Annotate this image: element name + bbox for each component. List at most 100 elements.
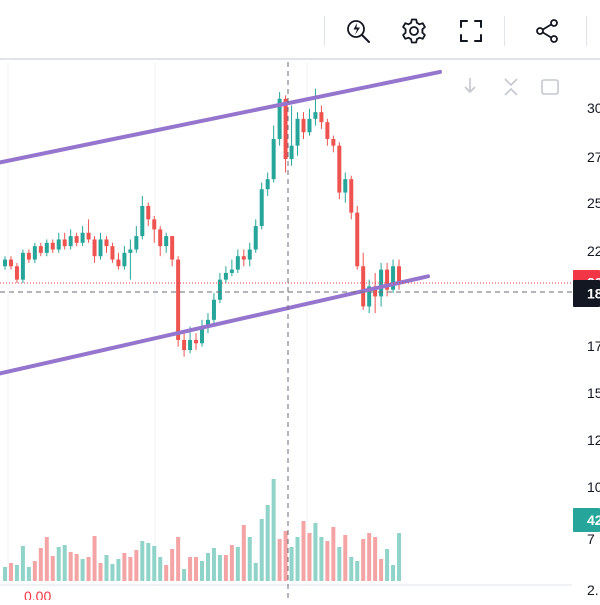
candle-body bbox=[110, 246, 115, 260]
volume-bar bbox=[50, 556, 55, 581]
candle-body bbox=[331, 138, 336, 146]
candle-body bbox=[122, 252, 127, 267]
price-axis[interactable]: 30272522201715121072.201842 bbox=[572, 62, 600, 600]
candle-body bbox=[182, 339, 187, 350]
candle-body bbox=[20, 252, 25, 280]
toolbar-divider bbox=[586, 16, 587, 46]
pane-controls[interactable] bbox=[464, 78, 559, 96]
candle-body bbox=[104, 239, 109, 247]
candle-body bbox=[188, 339, 193, 350]
volume-bar bbox=[38, 548, 43, 581]
volume-bar bbox=[26, 567, 31, 581]
candle-body bbox=[253, 226, 258, 250]
candle-body bbox=[295, 118, 300, 146]
price-axis-label: 27 bbox=[587, 149, 600, 165]
volume-bar bbox=[200, 561, 205, 581]
chart-canvas[interactable]: 30272522201715121072.201842 0.00 bbox=[0, 62, 600, 604]
volume-bar bbox=[170, 549, 175, 581]
volume-bar bbox=[289, 547, 294, 581]
volume-bar bbox=[379, 559, 384, 581]
volume-bar bbox=[116, 559, 121, 581]
candle-body bbox=[361, 266, 366, 307]
volume-bar bbox=[391, 565, 396, 581]
volume-bar bbox=[110, 564, 115, 581]
volume-bar bbox=[20, 546, 25, 581]
candle-body bbox=[277, 98, 282, 139]
candle-body bbox=[176, 259, 181, 340]
volume-bar bbox=[164, 565, 169, 581]
share-icon[interactable] bbox=[530, 14, 564, 48]
volume-bar bbox=[247, 537, 252, 581]
candle-body bbox=[98, 239, 103, 257]
candle-body bbox=[325, 122, 330, 139]
volume-bar bbox=[62, 545, 67, 581]
candle-body bbox=[343, 179, 348, 193]
maximize-pane-icon[interactable] bbox=[541, 79, 559, 95]
collapse-icon[interactable] bbox=[504, 78, 518, 96]
volume-bar bbox=[307, 533, 312, 581]
candle-body bbox=[223, 272, 228, 280]
channel-line-lower[interactable] bbox=[0, 274, 430, 376]
price-axis-label: 7 bbox=[587, 531, 595, 547]
volume-bar bbox=[397, 533, 402, 581]
price-axis-label: 10 bbox=[587, 479, 600, 495]
candle-body bbox=[307, 118, 312, 133]
volume-bar bbox=[176, 537, 181, 581]
candle-body bbox=[14, 266, 19, 280]
candle-body bbox=[259, 189, 264, 227]
quick-search-icon[interactable] bbox=[341, 14, 375, 48]
volume-bar bbox=[146, 543, 151, 581]
volume-bar bbox=[283, 531, 288, 581]
fullscreen-icon[interactable] bbox=[454, 14, 488, 48]
chart-area[interactable]: 30272522201715121072.201842 0.00 bbox=[0, 62, 600, 604]
crosshair-price-badge: 18 bbox=[587, 286, 600, 302]
volume-bar bbox=[259, 519, 264, 581]
volume-bar bbox=[182, 569, 187, 581]
candle-body bbox=[3, 259, 7, 267]
volume-bar bbox=[152, 546, 157, 581]
volume-bar bbox=[74, 554, 79, 581]
volume-bar bbox=[223, 555, 228, 581]
volume-bar bbox=[295, 537, 300, 581]
volume-bar bbox=[361, 539, 366, 581]
candle-body bbox=[86, 232, 91, 240]
candle-body bbox=[158, 229, 163, 247]
candle-body bbox=[271, 138, 276, 180]
volume-bar bbox=[271, 479, 276, 581]
candle-body bbox=[152, 219, 157, 230]
candle-body bbox=[134, 236, 139, 250]
candle-body bbox=[128, 249, 133, 253]
volume-bar bbox=[241, 525, 246, 581]
volume-bar bbox=[301, 521, 306, 581]
volume-bar bbox=[134, 550, 139, 581]
settings-icon[interactable] bbox=[397, 14, 431, 48]
volume-bar bbox=[68, 552, 73, 581]
candle-body bbox=[116, 259, 121, 267]
candle-body bbox=[68, 236, 73, 247]
volume-bar bbox=[337, 547, 342, 581]
candle-body bbox=[44, 242, 49, 253]
candle-body bbox=[235, 256, 240, 270]
toolbar-divider bbox=[504, 16, 505, 46]
candle-body bbox=[355, 212, 360, 267]
candle-body bbox=[194, 339, 199, 344]
candle-body bbox=[319, 112, 324, 123]
channel-line-upper[interactable] bbox=[0, 69, 442, 165]
volume-bar bbox=[14, 565, 19, 581]
volume-bar bbox=[319, 537, 324, 581]
candle-body bbox=[301, 118, 306, 133]
candle-body bbox=[229, 269, 234, 273]
volume-bar bbox=[229, 545, 234, 581]
volume-bar bbox=[349, 557, 354, 581]
candle-body bbox=[283, 98, 288, 160]
candle-body bbox=[349, 179, 354, 213]
volume-bar bbox=[188, 557, 193, 581]
toolbar-divider bbox=[324, 16, 325, 46]
candle-body bbox=[373, 286, 378, 297]
volume-bar bbox=[277, 539, 282, 581]
arrow-down-icon[interactable] bbox=[464, 78, 476, 94]
candle-body bbox=[38, 246, 43, 253]
price-axis-label: 2. bbox=[587, 582, 599, 598]
volume-badge: 42 bbox=[587, 512, 600, 528]
candle-body bbox=[217, 279, 222, 300]
